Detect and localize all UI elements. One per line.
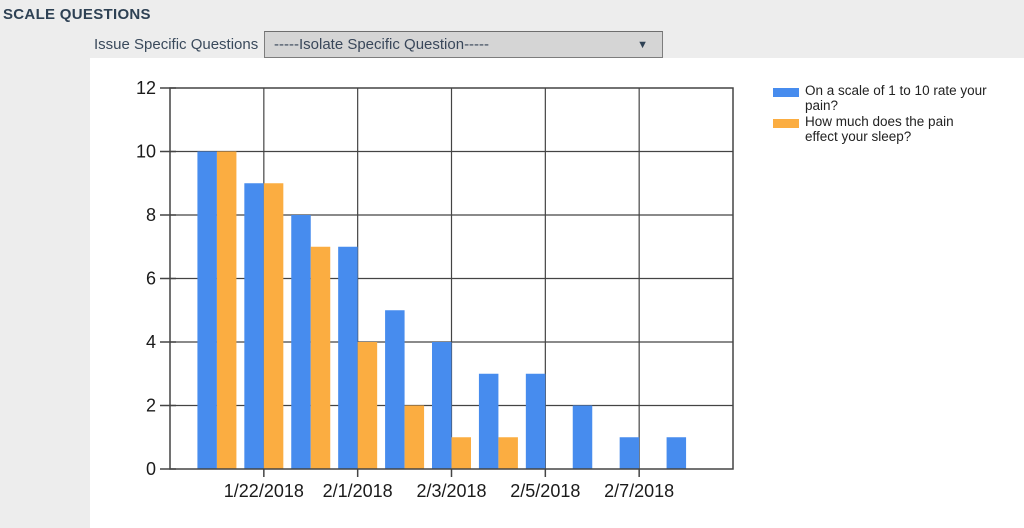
- legend-swatch-pain: [773, 88, 799, 97]
- bar: [525, 373, 546, 469]
- bar: [572, 405, 593, 469]
- bar: [619, 437, 640, 469]
- bar: [197, 151, 217, 469]
- bar-chart: 0 2 4 6 8 10 12 1/22/2018 2/1/2018 2/3/2018 2/5/20…: [136, 78, 734, 501]
- svg-text:8: 8: [146, 205, 156, 225]
- chart-legend: On a scale of 1 to 10 rate your pain? Ho…: [773, 83, 988, 145]
- svg-text:2/3/2018: 2/3/2018: [416, 481, 486, 501]
- svg-text:12: 12: [136, 78, 156, 98]
- bar: [310, 246, 331, 469]
- bar: [478, 373, 499, 469]
- bar: [385, 310, 405, 469]
- isolate-question-dropdown[interactable]: -----Isolate Specific Question----- ▼: [264, 31, 663, 58]
- svg-text:6: 6: [146, 269, 156, 289]
- legend-label-pain: On a scale of 1 to 10 rate your pain?: [805, 83, 987, 113]
- svg-text:4: 4: [146, 332, 156, 352]
- bar: [244, 183, 264, 469]
- legend-item-pain: On a scale of 1 to 10 rate your pain?: [773, 83, 988, 113]
- page-title: SCALE QUESTIONS: [3, 6, 151, 23]
- chart-panel: 0 2 4 6 8 10 12 1/22/2018 2/1/2018 2/3/2018 2/5/20…: [90, 58, 1024, 528]
- bar: [357, 342, 378, 469]
- chevron-down-icon: ▼: [637, 38, 648, 51]
- svg-text:10: 10: [136, 142, 156, 162]
- issue-specific-questions-label: Issue Specific Questions: [94, 36, 259, 53]
- bar: [291, 215, 311, 469]
- legend-swatch-sleep: [773, 119, 799, 128]
- svg-text:1/22/2018: 1/22/2018: [224, 481, 304, 501]
- bar: [432, 342, 452, 469]
- bar: [498, 437, 518, 469]
- svg-text:2/1/2018: 2/1/2018: [323, 481, 393, 501]
- bar: [666, 437, 687, 469]
- bar: [216, 151, 237, 469]
- svg-text:2: 2: [146, 396, 156, 416]
- svg-text:2/7/2018: 2/7/2018: [604, 481, 674, 501]
- legend-item-sleep: How much does the pain effect your sleep…: [773, 114, 988, 144]
- bar: [451, 437, 471, 469]
- legend-label-sleep: How much does the pain effect your sleep…: [805, 114, 954, 144]
- dropdown-selected-value: -----Isolate Specific Question-----: [274, 36, 490, 53]
- svg-text:2/5/2018: 2/5/2018: [510, 481, 580, 501]
- bar: [263, 183, 284, 469]
- svg-text:0: 0: [146, 459, 156, 479]
- bar: [338, 246, 358, 469]
- bar: [404, 405, 425, 469]
